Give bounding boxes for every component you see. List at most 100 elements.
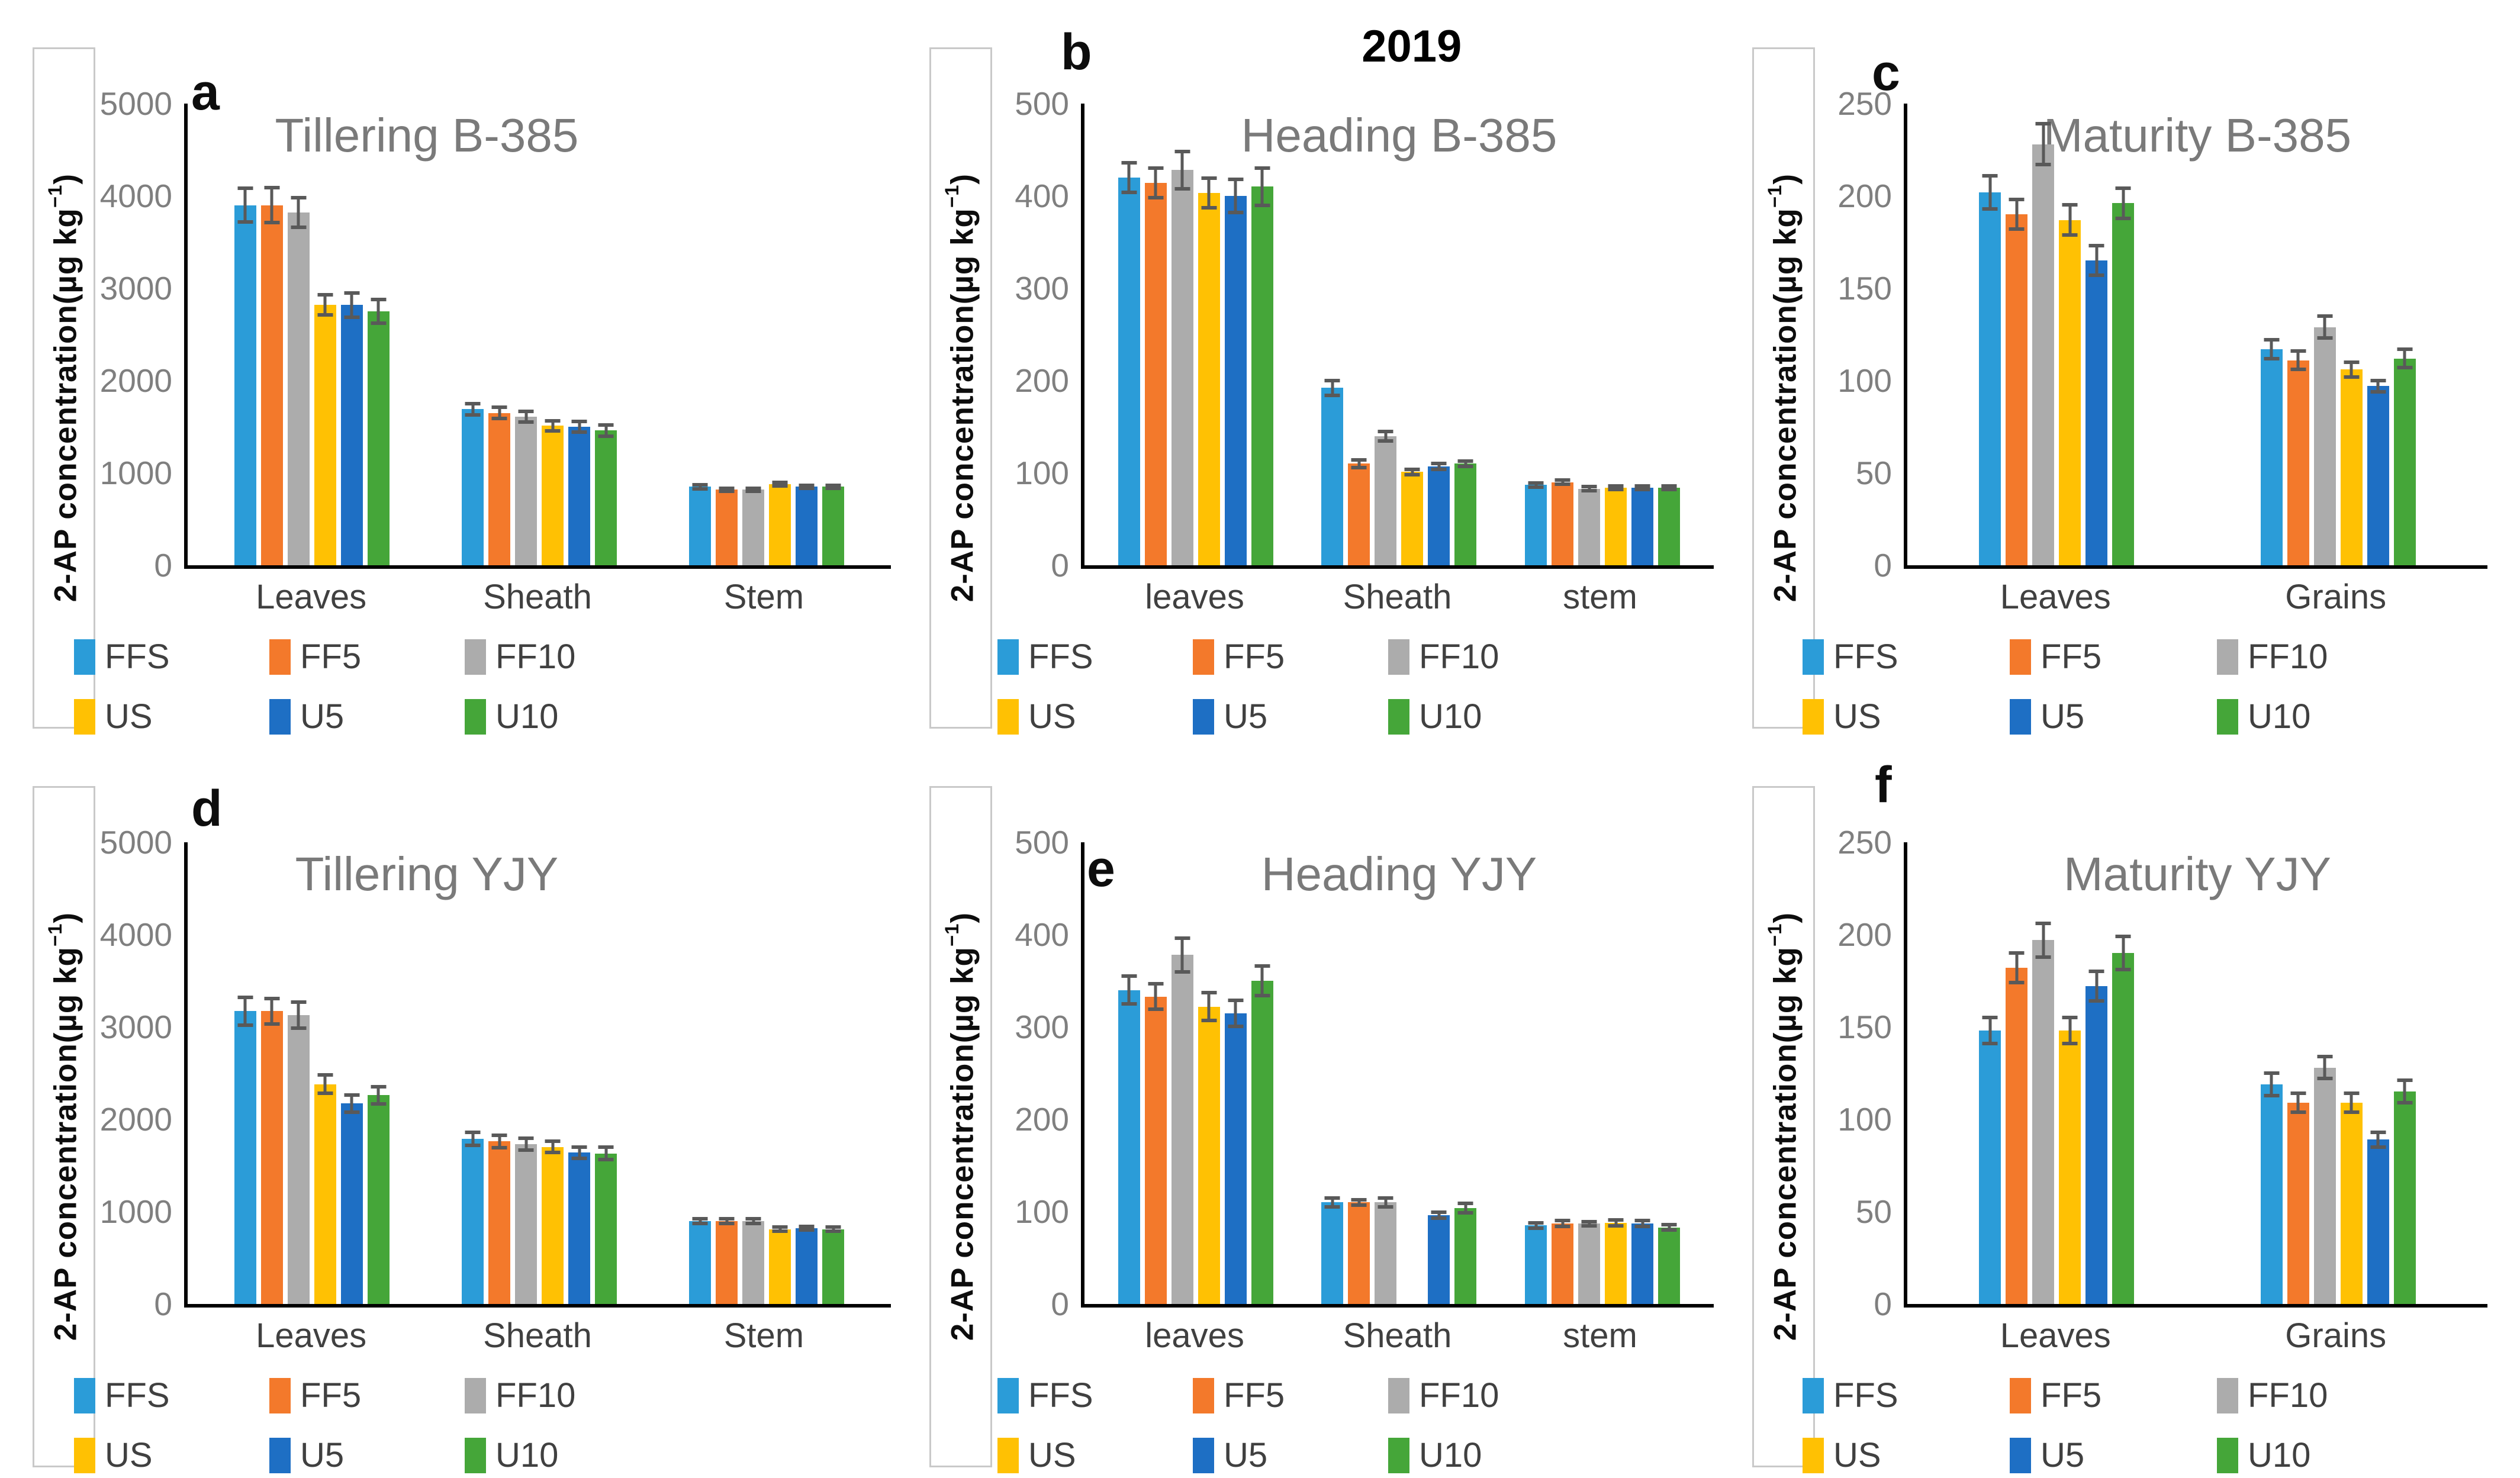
legend-swatch — [1388, 639, 1409, 675]
chart-title: Maturity B-385 — [2043, 109, 2352, 162]
legend-swatch — [2217, 1377, 2238, 1413]
legend-label: FFS — [1833, 1376, 1898, 1415]
y-tick-label: 5000 — [99, 85, 172, 122]
bar-slot — [1171, 842, 1193, 1304]
bar-ffs-sheath — [1321, 1196, 1344, 1304]
legend-swatch — [1193, 1437, 1214, 1473]
error-bar — [1634, 1219, 1650, 1229]
bar-group-leaves — [198, 842, 426, 1304]
bar-slot — [462, 104, 484, 565]
y-tick-label: 500 — [1015, 85, 1069, 122]
plot-bars — [188, 104, 891, 565]
legend-swatch — [465, 698, 486, 735]
error-bar — [545, 418, 561, 433]
plot-area: 2019 b Heading B-385 — [1061, 21, 1714, 569]
panel-letter: c — [1872, 44, 1900, 101]
bar-ff5-grains — [2287, 1091, 2309, 1304]
bar-slot — [822, 104, 845, 565]
plot-area: d Tillering YJY — [184, 783, 891, 1308]
legend: FFS FF5 FF10 US U5 U10 — [74, 1376, 923, 1475]
bar-slot — [1251, 842, 1273, 1304]
bar-slot — [2006, 842, 2028, 1304]
bar-slot — [1605, 104, 1627, 565]
legend-label: US — [1833, 1436, 1881, 1474]
y-tick-label: 1000 — [99, 1193, 172, 1230]
error-bar — [2009, 951, 2025, 985]
bar-slot — [1525, 842, 1547, 1304]
legend-label: U5 — [1224, 1436, 1268, 1474]
bar-ff5-stem — [1552, 1219, 1574, 1304]
x-axis-labels: Leaves Grains — [1904, 1316, 2487, 1355]
plot-area: e Heading YJY — [1081, 842, 1714, 1308]
y-axis-title-sup: −1 — [44, 923, 66, 947]
error-bar — [799, 1224, 815, 1232]
legend-label: FFS — [105, 1376, 170, 1415]
legend-swatch — [74, 1437, 95, 1473]
bar-u10-stem — [1658, 1222, 1681, 1304]
legend-item-u10: U10 — [1388, 697, 1584, 736]
legend-item-ffs: FFS — [997, 637, 1193, 677]
bar-slot — [2393, 104, 2416, 565]
y-axis-title-box: 2-AP concentration(µg kg−1) — [1752, 47, 1815, 729]
x-axis-labels: leaves Sheath stem — [1081, 1316, 1714, 1355]
bar-us-leaves — [1198, 176, 1220, 565]
bar-slot — [1578, 842, 1601, 1304]
legend-item-u10: U10 — [1388, 1435, 1584, 1475]
bar-group-leaves — [198, 104, 426, 565]
error-bar — [317, 1073, 333, 1096]
error-bar — [1378, 429, 1393, 443]
bar-slot — [2032, 842, 2055, 1304]
bar-slot — [1144, 104, 1167, 565]
error-bar — [799, 483, 815, 490]
error-bar — [465, 401, 481, 417]
bar-ffs-grains — [2260, 338, 2283, 565]
error-bar — [1121, 160, 1137, 194]
y-tick-label: 3000 — [99, 1009, 172, 1045]
y-tick-label: 300 — [1015, 270, 1069, 307]
legend-swatch — [2217, 639, 2238, 675]
bar-u5-leaves — [340, 291, 363, 565]
bar-us-leaves — [314, 1073, 336, 1304]
legend-label: FFS — [1028, 637, 1093, 676]
x-axis-labels: Leaves Sheath Stem — [184, 1316, 891, 1355]
y-tick-label: 50 — [1855, 1193, 1892, 1230]
bar-slot — [2059, 104, 2081, 565]
legend-label: U10 — [1419, 697, 1482, 736]
bar-u5-leaves — [340, 1093, 363, 1304]
y-tick-label: 1000 — [99, 455, 172, 491]
bar-slot — [1552, 104, 1574, 565]
chart-body: 2-AP concentration(µg kg−1) 0 1000 2000 300… — [0, 783, 923, 1467]
bar-u5-stem — [796, 483, 818, 565]
error-bar — [1324, 1196, 1340, 1209]
plot-bars — [1907, 104, 2487, 565]
bar-ffs-leaves — [1118, 160, 1140, 565]
y-axis-title-close: ) — [1768, 173, 1803, 185]
legend-swatch — [465, 1377, 486, 1413]
legend-item-ff5: FF5 — [1193, 1376, 1388, 1415]
bar-ff10-stem — [1578, 1220, 1601, 1304]
y-tick-label: 2000 — [99, 1101, 172, 1138]
legend-swatch — [1193, 1377, 1214, 1413]
plot-area: c Maturity B-385 — [1872, 47, 2487, 569]
bar-slot — [1171, 104, 1193, 565]
error-bar — [745, 486, 761, 493]
legend-label: FF10 — [1419, 1376, 1499, 1415]
bar-slot — [2340, 104, 2363, 565]
legend-swatch — [74, 698, 95, 735]
bar-ff5-sheath — [488, 1134, 510, 1304]
error-bar — [2115, 186, 2131, 220]
x-category-label: Leaves — [256, 578, 367, 616]
legend-item-us: US — [1803, 1435, 2010, 1475]
legend-item-ffs: FFS — [1803, 637, 2010, 677]
error-bar — [2317, 1054, 2333, 1081]
error-bar — [2115, 935, 2131, 972]
bar-slot — [2287, 104, 2309, 565]
error-bar — [491, 405, 507, 421]
legend-label: U5 — [2041, 1436, 2085, 1474]
error-bar — [2035, 122, 2051, 167]
bar-slot — [796, 104, 818, 565]
error-bar — [1148, 166, 1164, 200]
y-tick-label: 300 — [1015, 1009, 1069, 1045]
y-axis-title-sup: −1 — [44, 185, 66, 208]
error-bar — [2264, 1071, 2280, 1097]
